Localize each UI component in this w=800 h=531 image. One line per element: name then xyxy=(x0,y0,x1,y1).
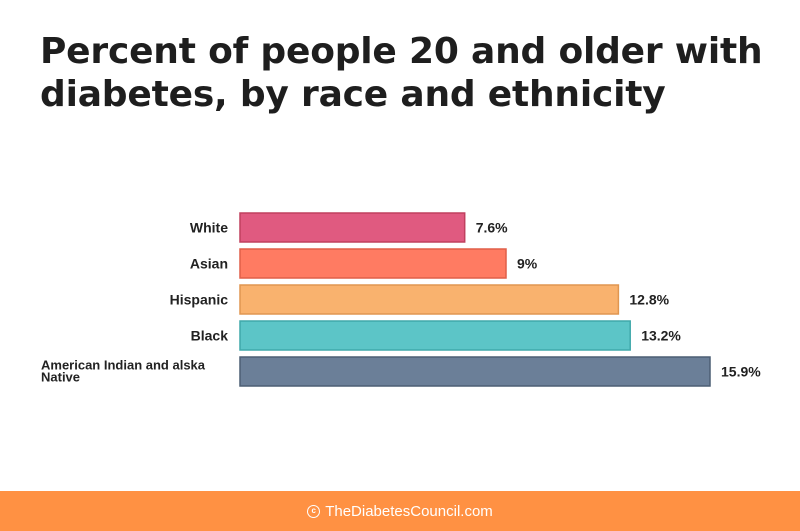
footer-banner: c TheDiabetesCouncil.com xyxy=(0,491,800,531)
category-label-2: Hispanic xyxy=(170,292,229,308)
bar-2 xyxy=(239,284,620,315)
category-label-1: Asian xyxy=(190,256,228,272)
value-label-2: 12.8% xyxy=(629,292,669,308)
bar-1 xyxy=(239,248,507,279)
value-label-0: 7.6% xyxy=(476,220,508,236)
value-label-3: 13.2% xyxy=(641,328,681,344)
bar-0 xyxy=(239,212,466,243)
value-label-4: 15.9% xyxy=(721,364,761,380)
category-label-0: White xyxy=(190,220,228,236)
bar-chart: 7.6% White 9% Asian 12.8% Hispanic 13.2% Black 1… xyxy=(41,212,761,387)
bar-3 xyxy=(239,320,631,351)
footer-text: TheDiabetesCouncil.com xyxy=(325,502,493,520)
category-label-3: Black xyxy=(191,328,229,344)
category-label-4: American Indian and alska Native xyxy=(41,358,206,385)
chart-title: Percent of people 20 and older with diab… xyxy=(40,31,763,115)
bar-4 xyxy=(239,356,711,387)
value-label-1: 9% xyxy=(517,256,538,272)
copyright-icon: c xyxy=(307,504,321,518)
